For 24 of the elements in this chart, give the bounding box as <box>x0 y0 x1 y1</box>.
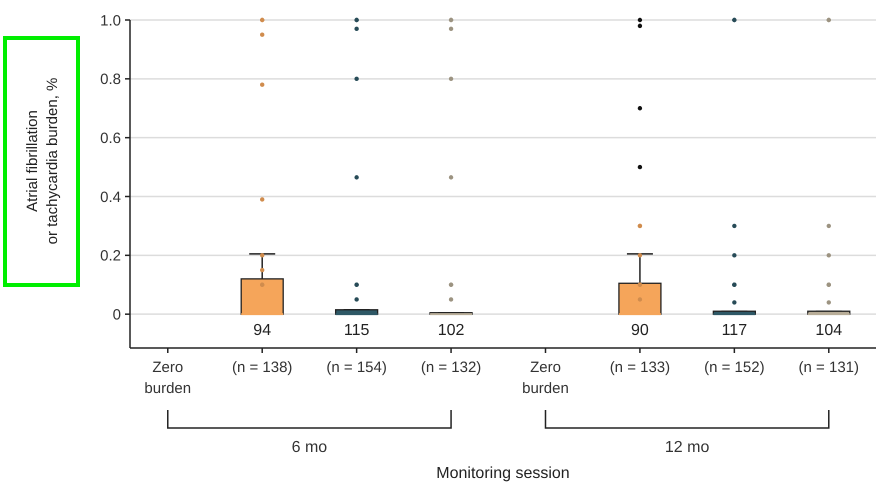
y-tick-label: 0.2 <box>100 248 121 265</box>
x-tick-label: (n = 138) <box>232 359 292 376</box>
x-axis-title: Monitoring session <box>436 465 570 482</box>
text: 6 mo <box>292 439 328 456</box>
x-tick-label: Zero burden <box>522 359 569 397</box>
annotation: 90 <box>631 322 649 339</box>
y-tick-label: 0.4 <box>100 188 121 206</box>
y-tick-label: 0.8 <box>100 71 121 88</box>
x-tick-label: (n = 154) <box>326 359 387 376</box>
x-tick-label: (n = 133) <box>610 359 670 376</box>
y-axis-title: Atrial fibrillation or tachycardia burden, % <box>24 78 61 244</box>
annotation: 104 <box>815 322 842 339</box>
x-tick-label: (n = 131) <box>798 359 860 376</box>
annotation: 94 <box>253 322 272 339</box>
y-tick-label: 1.0 <box>100 12 121 30</box>
x-tick-label: (n = 152) <box>704 359 765 376</box>
annotation: 117 <box>722 322 748 339</box>
annotation: 115 <box>344 322 370 339</box>
x-tick-label: (n = 132) <box>420 359 482 376</box>
y-tick-label: 0 <box>112 306 121 324</box>
x-tick-label: Zero burden <box>144 359 192 397</box>
text: 12 mo <box>664 439 710 456</box>
annotation: 102 <box>438 322 465 339</box>
y-tick-label: 0.6 <box>100 130 121 147</box>
